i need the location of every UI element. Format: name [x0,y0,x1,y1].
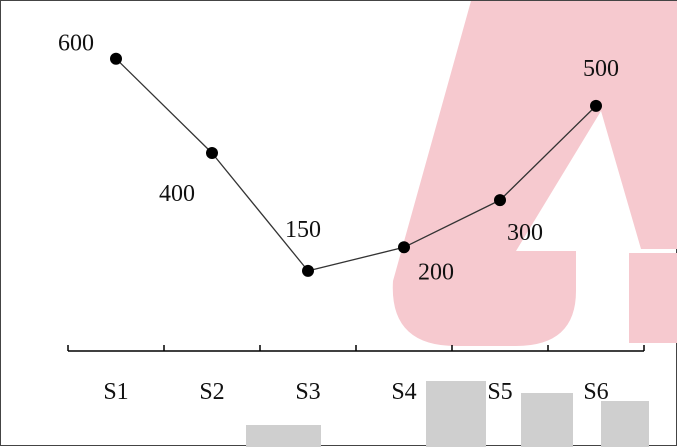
x-tick-label: S1 [103,379,128,405]
x-tick-label: S6 [583,379,608,405]
x-tick-label: S4 [391,379,416,405]
watermark-logo [246,1,677,447]
series-marker-layer [110,52,602,277]
data-point [302,264,314,277]
series-line-segment [499,105,597,201]
data-label: 600 [58,31,94,57]
data-label: 150 [285,217,321,243]
x-tick-label: S3 [295,379,320,405]
data-point [206,147,218,159]
data-label: 300 [507,220,543,246]
series-line-segment [307,246,405,272]
data-label: 500 [583,56,619,82]
data-point [110,52,122,65]
data-label: 400 [159,181,195,207]
data-label: 200 [418,259,454,285]
watermark-gray-shape-2 [521,393,573,447]
series-line-layer [115,58,597,272]
data-point [590,99,602,112]
series-line-segment [115,58,213,154]
x-tick-label: S2 [199,379,224,405]
series-line-segment [211,152,309,272]
x-axis: S1 S2 S3 S4 S5 S6 [67,345,645,405]
watermark-gray-shape-3 [601,401,649,447]
data-label-layer: 600 400 150 200 300 500 [58,31,619,286]
watermark-gray-shape-4 [246,425,321,447]
data-point [398,241,410,254]
watermark-red-shape [392,1,677,346]
x-tick-label: S5 [487,379,512,405]
watermark-gray-shape-1 [426,381,486,447]
data-point [494,194,506,207]
watermark-red-bar [629,253,677,343]
series-line-segment [403,199,501,248]
